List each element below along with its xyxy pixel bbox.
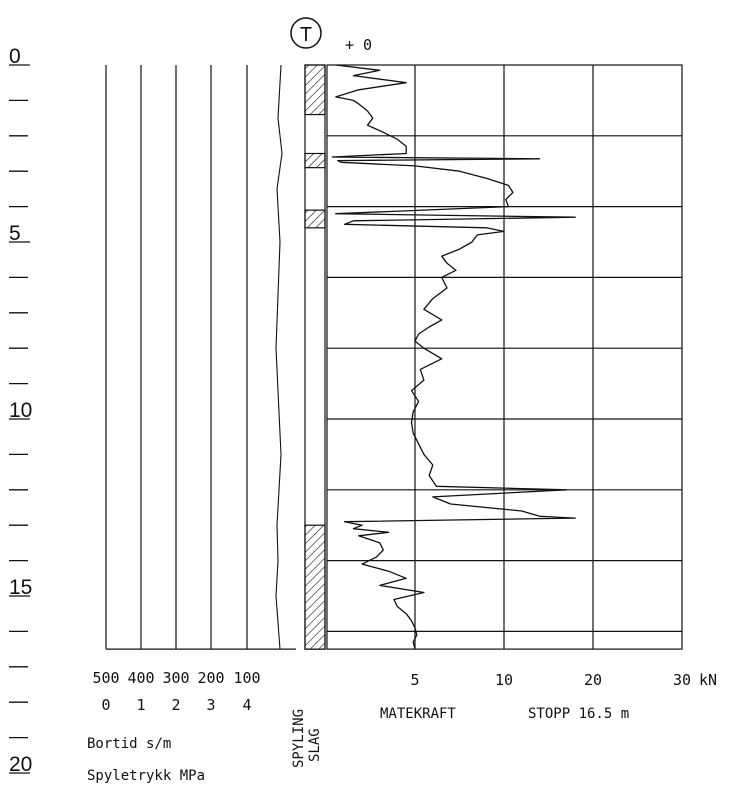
bortid-series-line (276, 65, 282, 649)
matekraft-unit: kN (699, 671, 717, 689)
matekraft-tick: 30 (673, 671, 691, 689)
spyletrykk-tick: 2 (171, 696, 180, 714)
matekraft-tick: 10 (495, 671, 513, 689)
slag-interval (305, 210, 325, 228)
header-symbol: T (291, 18, 321, 48)
matekraft-series-line (332, 65, 575, 649)
matekraft-gridlines (327, 65, 682, 649)
header-symbol-letter: T (300, 24, 312, 46)
spyletrykk-tick: 1 (136, 696, 145, 714)
slag-intervals (305, 65, 325, 649)
spyletrykk-tick: 4 (242, 696, 251, 714)
left-panel-ticks: 500 400 300 200 100 0 1 2 3 4 (92, 669, 260, 714)
left-panel-gridlines (106, 65, 296, 649)
bortid-tick: 400 (127, 669, 154, 687)
slag-interval (305, 65, 325, 115)
matekraft-tick: 5 (410, 671, 419, 689)
matekraft-ticks: 5 10 20 30 (410, 671, 691, 689)
bortid-tick: 500 (92, 669, 119, 687)
bortid-tick: 100 (233, 669, 260, 687)
spyletrykk-tick: 3 (206, 696, 215, 714)
spyling-label: SPYLING (291, 709, 307, 768)
bortid-tick: 300 (162, 669, 189, 687)
header-offset: + 0 (345, 36, 372, 54)
bortid-label: Bortid s/m (87, 736, 171, 752)
stop-label: STOPP 16.5 m (528, 706, 629, 722)
spyletrykk-label: Spyletrykk MPa (87, 768, 205, 784)
bortid-tick: 200 (197, 669, 224, 687)
spyletrykk-tick: 0 (101, 696, 110, 714)
left-panel: 500 400 300 200 100 0 1 2 3 4 Bortid s/m… (87, 65, 296, 784)
slag-interval (305, 525, 325, 649)
spyling-slag-columns: SPYLING SLAG (291, 65, 325, 768)
slag-label: SLAG (307, 728, 323, 762)
slag-interval (305, 154, 325, 168)
matekraft-label: MATEKRAFT (380, 706, 456, 722)
right-panel: 5 10 20 30 kN MATEKRAFT STOPP 16.5 m (327, 65, 717, 722)
matekraft-tick: 20 (584, 671, 602, 689)
